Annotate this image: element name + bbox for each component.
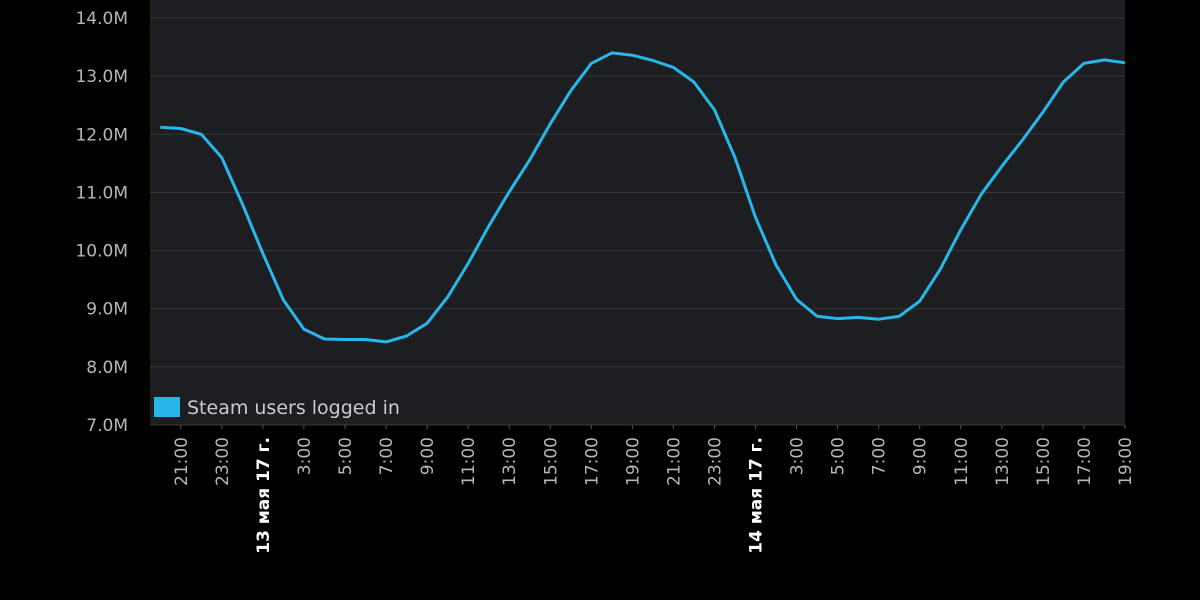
x-tick-label: 14 мая 17 г. — [747, 437, 767, 554]
plot-area — [150, 0, 1125, 425]
x-tick-label: 17:00 — [582, 437, 602, 486]
y-tick-label: 12.0M — [75, 125, 128, 145]
y-tick-label: 10.0M — [75, 242, 128, 262]
legend-label: Steam users logged in — [187, 397, 400, 419]
x-tick-label: 9:00 — [418, 437, 438, 475]
x-tick-label: 13 мая 17 г. — [254, 437, 274, 554]
x-tick-label: 17:00 — [1075, 437, 1095, 486]
x-tick-label: 9:00 — [911, 437, 931, 475]
x-tick-label: 15:00 — [1034, 437, 1054, 486]
y-tick-label: 13.0M — [75, 67, 128, 87]
y-tick-label: 9.0M — [86, 300, 128, 320]
x-tick-label: 5:00 — [829, 437, 849, 475]
x-tick-label: 7:00 — [870, 437, 890, 475]
x-tick-label: 5:00 — [336, 437, 356, 475]
x-tick-label: 11:00 — [459, 437, 479, 486]
x-tick-label: 3:00 — [295, 437, 315, 475]
x-tick-label: 21:00 — [664, 437, 684, 486]
y-tick-label: 14.0M — [75, 9, 128, 29]
x-tick-label: 13:00 — [993, 437, 1013, 486]
data-line — [160, 51, 1126, 344]
x-tick-label: 23:00 — [705, 437, 725, 486]
y-tick-label: 7.0M — [86, 416, 128, 436]
x-tick-label: 15:00 — [541, 437, 561, 486]
legend-swatch — [154, 397, 180, 417]
x-tick-label: 21:00 — [172, 437, 192, 486]
x-tick-label: 19:00 — [623, 437, 643, 486]
x-tick-label: 13:00 — [500, 437, 520, 486]
x-tick-label: 7:00 — [377, 437, 397, 475]
y-tick-label: 11.0M — [75, 183, 128, 203]
y-tick-label: 8.0M — [86, 358, 128, 378]
x-tick-label: 19:00 — [1116, 437, 1136, 486]
x-tick-label: 3:00 — [788, 437, 808, 475]
x-tick-label: 23:00 — [213, 437, 233, 486]
x-tick-label: 11:00 — [952, 437, 972, 486]
